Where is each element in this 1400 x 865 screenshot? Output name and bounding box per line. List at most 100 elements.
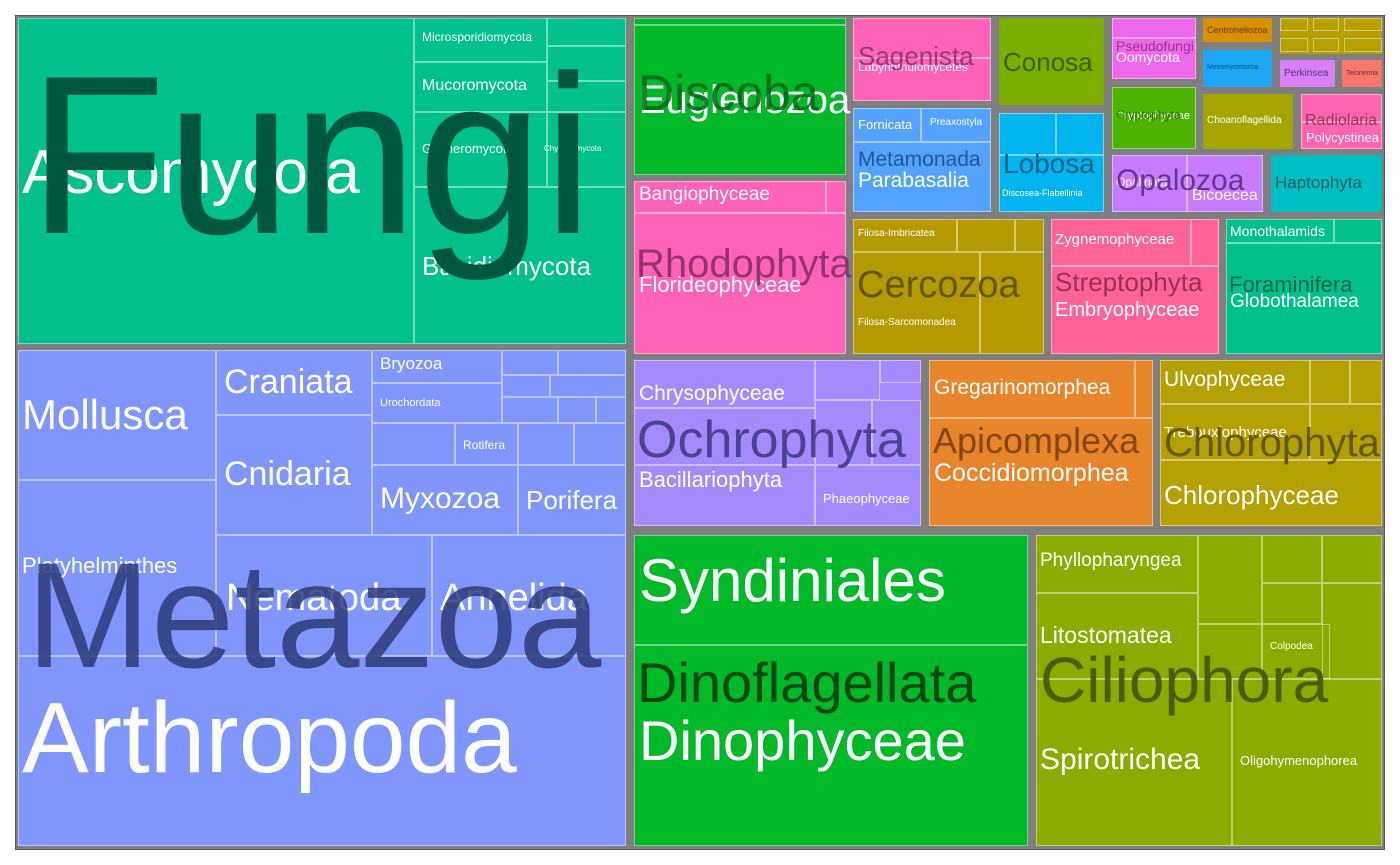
cell-ciliophora-minor xyxy=(1322,583,1382,679)
cell-metazoa-minor xyxy=(596,397,626,423)
cell-other-minor xyxy=(1344,18,1382,31)
cell-fungi-minor xyxy=(547,46,626,81)
cell-chytridiomycota xyxy=(547,112,626,187)
group-rect-opalozoa xyxy=(1112,155,1263,212)
cell-metazoa-minor xyxy=(518,423,574,465)
cell-syndiniales xyxy=(634,535,1028,645)
cell-metazoa-minor xyxy=(502,350,558,375)
cell-metazoa-minor xyxy=(502,397,558,423)
cell-embryophyceae xyxy=(1051,266,1219,354)
cell-preaxostyla xyxy=(921,108,991,142)
cell-filosa-imbricatea xyxy=(853,219,957,252)
cell-lobosa-minor xyxy=(1056,113,1104,155)
cell-fornicata xyxy=(853,108,921,142)
cell-oomycota xyxy=(1112,38,1196,79)
cell-zygnemophyceae xyxy=(1051,219,1191,266)
cell-cercozoa-minor xyxy=(957,219,1015,252)
cell-cercozoa-minor xyxy=(980,252,1044,354)
cell-gregarinomorphea xyxy=(929,360,1135,418)
cell-opalinata xyxy=(1112,155,1187,212)
group-rect-lobosa xyxy=(999,113,1104,212)
cell-ulvophyceae xyxy=(1160,360,1310,404)
cell-ciliophora-minor xyxy=(1198,624,1262,679)
group-rect-centroheliozoa xyxy=(1203,18,1272,42)
group-rect-other xyxy=(1280,18,1382,54)
cell-metazoa-minor xyxy=(574,423,626,465)
group-rect-chlorophyta xyxy=(1160,360,1382,526)
cell-mollusca xyxy=(18,350,216,480)
cell-other-minor xyxy=(1313,38,1339,52)
group-rect-streptophyta xyxy=(1051,219,1219,354)
group-rect-metazoa xyxy=(18,350,626,846)
cell-discoba-minor xyxy=(634,18,846,25)
cell-bicoecea xyxy=(1187,155,1263,212)
cell-annelida xyxy=(432,535,626,656)
cell-nematoda xyxy=(216,535,432,656)
cell-bryozoa xyxy=(372,350,502,383)
cell-cnidaria xyxy=(216,415,372,535)
cell-metazoa-minor xyxy=(558,397,596,423)
cell-labyrinthulomycetes xyxy=(853,58,991,101)
cell-ochrophyta-minor xyxy=(880,360,921,383)
cell-ciliophora-minor xyxy=(1322,535,1382,583)
cell-polycystinea xyxy=(1301,122,1382,149)
group-rect-dinoflagellata xyxy=(634,535,1028,846)
group-rect-metamonada xyxy=(853,108,991,212)
group-rect-discoba xyxy=(634,18,846,175)
cell-dinophyceae xyxy=(634,645,1028,846)
group-rect-choanoflagellida xyxy=(1203,94,1293,149)
group-rect-mesomycetozoa xyxy=(1203,50,1272,87)
cell-euglenozoa xyxy=(634,25,846,175)
group-rect-cercozoa xyxy=(853,219,1044,354)
cell-lobosa-minor xyxy=(999,113,1056,155)
group-rect-haptophyta xyxy=(1271,155,1382,212)
group-rect-pseudofungi xyxy=(1112,18,1196,79)
cell-cercozoa-minor xyxy=(1015,219,1044,252)
group-rect-conosa xyxy=(999,18,1104,105)
cell-platyhelminthes xyxy=(18,480,216,656)
cell-metazoa-minor xyxy=(550,375,626,397)
cell-rhodophyta-minor xyxy=(826,181,846,213)
cell-phyllopharyngea xyxy=(1036,535,1198,593)
cell-myxozoa xyxy=(372,465,518,535)
cell-ciliophora-minor xyxy=(1262,535,1322,583)
group-rect-telonemia xyxy=(1342,60,1382,87)
cell-monothalamids xyxy=(1226,219,1334,243)
group-rect-perkinsea xyxy=(1280,60,1335,87)
cell-spirotrichea xyxy=(1036,679,1232,846)
cell-litostomatea xyxy=(1036,593,1198,679)
cell-ochrophyta-minor xyxy=(634,408,815,465)
cell-trebouxiophyceae xyxy=(1160,404,1310,460)
cell-glomeromycota xyxy=(414,112,547,187)
cell-foraminifera-minor xyxy=(1334,219,1382,243)
cell-fungi-minor xyxy=(547,81,626,112)
cell-chlorophyceae xyxy=(1160,460,1382,526)
group-rect-radiolaria xyxy=(1301,94,1382,149)
cell-ascomycota xyxy=(18,18,414,344)
cell-phaeophyceae xyxy=(815,465,921,526)
cell-metazoa-minor xyxy=(558,350,626,375)
group-rect-sagenista xyxy=(853,18,991,101)
cell-metazoa-minor xyxy=(372,423,455,465)
cell-metazoa-minor xyxy=(502,375,550,397)
cell-other-minor xyxy=(1280,18,1308,31)
cell-other-minor xyxy=(1344,38,1382,52)
cell-florideophyceae xyxy=(634,213,846,354)
group-rect-cryptophyta xyxy=(1112,87,1196,149)
cell-coccidiomorphea xyxy=(929,418,1153,526)
cell-ciliophora-minor xyxy=(1198,535,1262,624)
group-rect-ciliophora xyxy=(1036,535,1382,846)
cell-discosea-flabellinia xyxy=(999,155,1104,212)
cell-fungi-minor xyxy=(547,18,626,46)
cell-chlorophyta-minor xyxy=(1310,360,1350,404)
cell-cryptophyceae xyxy=(1112,87,1196,149)
cell-bangiophyceae xyxy=(634,181,826,213)
cell-chrysophyceae xyxy=(634,360,815,408)
cell-chlorophyta-minor xyxy=(1350,360,1382,404)
cell-arthropoda xyxy=(18,656,626,846)
cell-rotifera xyxy=(455,423,518,465)
group-rect-fungi xyxy=(18,18,626,344)
cell-ciliophora-minor xyxy=(1262,583,1322,624)
cell-ochrophyta-minor xyxy=(815,400,872,465)
